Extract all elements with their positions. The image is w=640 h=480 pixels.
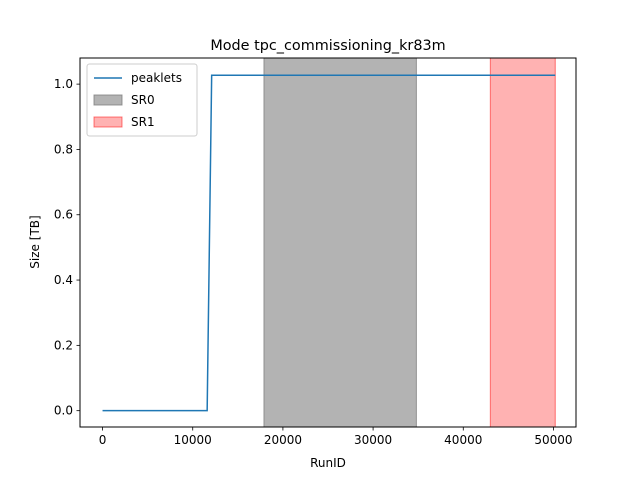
legend-label-peaklets: peaklets (131, 71, 182, 85)
chart-title: Mode tpc_commissioning_kr83m (210, 38, 445, 54)
legend-box (86, 63, 198, 137)
x-axis-ticks: 0 10000 20000 30000 40000 50000 (99, 427, 573, 447)
y-tick-label: 0.4 (54, 273, 73, 287)
region-sr0 (263, 58, 417, 427)
x-tick-label: 0 (99, 433, 107, 447)
y-axis-label: Size [TB] (28, 215, 42, 268)
y-tick-label: 0.2 (54, 338, 73, 352)
shaded-regions (263, 58, 556, 427)
x-tick-label: 40000 (444, 433, 482, 447)
y-tick-label: 0.0 (54, 404, 73, 418)
y-tick-label: 1.0 (54, 77, 73, 91)
legend: peaklets SR0 SR1 (86, 63, 198, 137)
x-tick-label: 20000 (264, 433, 302, 447)
region-sr1 (490, 58, 556, 427)
x-axis-label: RunID (310, 456, 346, 470)
y-tick-label: 0.6 (54, 208, 73, 222)
series-layer (102, 74, 556, 412)
x-tick-label: 10000 (174, 433, 212, 447)
legend-swatch-sr0 (93, 94, 123, 106)
x-tick-label: 30000 (354, 433, 392, 447)
x-tick-label: 50000 (534, 433, 572, 447)
axes-frame (79, 57, 577, 428)
y-tick-label: 0.8 (54, 142, 73, 156)
y-axis-ticks: 0.0 0.2 0.4 0.6 0.8 1.0 (54, 77, 80, 418)
series-line-peaklets (102, 74, 556, 412)
legend-swatch-sr1 (93, 116, 123, 128)
legend-label-sr0: SR0 (131, 93, 155, 107)
legend-label-sr1: SR1 (131, 115, 155, 129)
